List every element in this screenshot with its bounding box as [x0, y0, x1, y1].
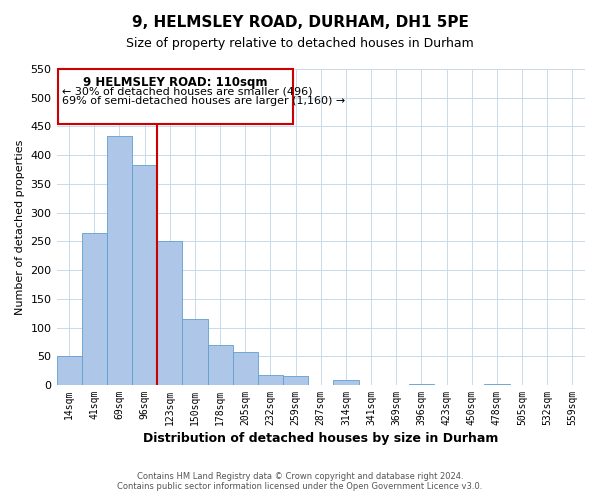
- Bar: [56, 356, 82, 385]
- Bar: [107, 136, 132, 385]
- X-axis label: Distribution of detached houses by size in Durham: Distribution of detached houses by size …: [143, 432, 499, 445]
- Bar: [132, 165, 157, 385]
- Bar: [484, 384, 509, 385]
- Bar: [233, 352, 258, 385]
- Text: 9, HELMSLEY ROAD, DURHAM, DH1 5PE: 9, HELMSLEY ROAD, DURHAM, DH1 5PE: [131, 15, 469, 30]
- Y-axis label: Number of detached properties: Number of detached properties: [15, 140, 25, 314]
- Bar: [409, 384, 434, 385]
- Text: 69% of semi-detached houses are larger (1,160) →: 69% of semi-detached houses are larger (…: [62, 96, 345, 106]
- Text: 9 HELMSLEY ROAD: 110sqm: 9 HELMSLEY ROAD: 110sqm: [83, 76, 268, 89]
- Text: ← 30% of detached houses are smaller (496): ← 30% of detached houses are smaller (49…: [62, 86, 312, 96]
- Bar: [157, 242, 182, 385]
- Text: Size of property relative to detached houses in Durham: Size of property relative to detached ho…: [126, 38, 474, 51]
- Bar: [283, 376, 308, 385]
- Bar: [258, 374, 283, 385]
- Bar: [82, 232, 107, 385]
- Text: Contains public sector information licensed under the Open Government Licence v3: Contains public sector information licen…: [118, 482, 482, 491]
- Bar: [58, 69, 293, 124]
- Bar: [208, 344, 233, 385]
- Bar: [334, 380, 359, 385]
- Text: Contains HM Land Registry data © Crown copyright and database right 2024.: Contains HM Land Registry data © Crown c…: [137, 472, 463, 481]
- Bar: [182, 319, 208, 385]
